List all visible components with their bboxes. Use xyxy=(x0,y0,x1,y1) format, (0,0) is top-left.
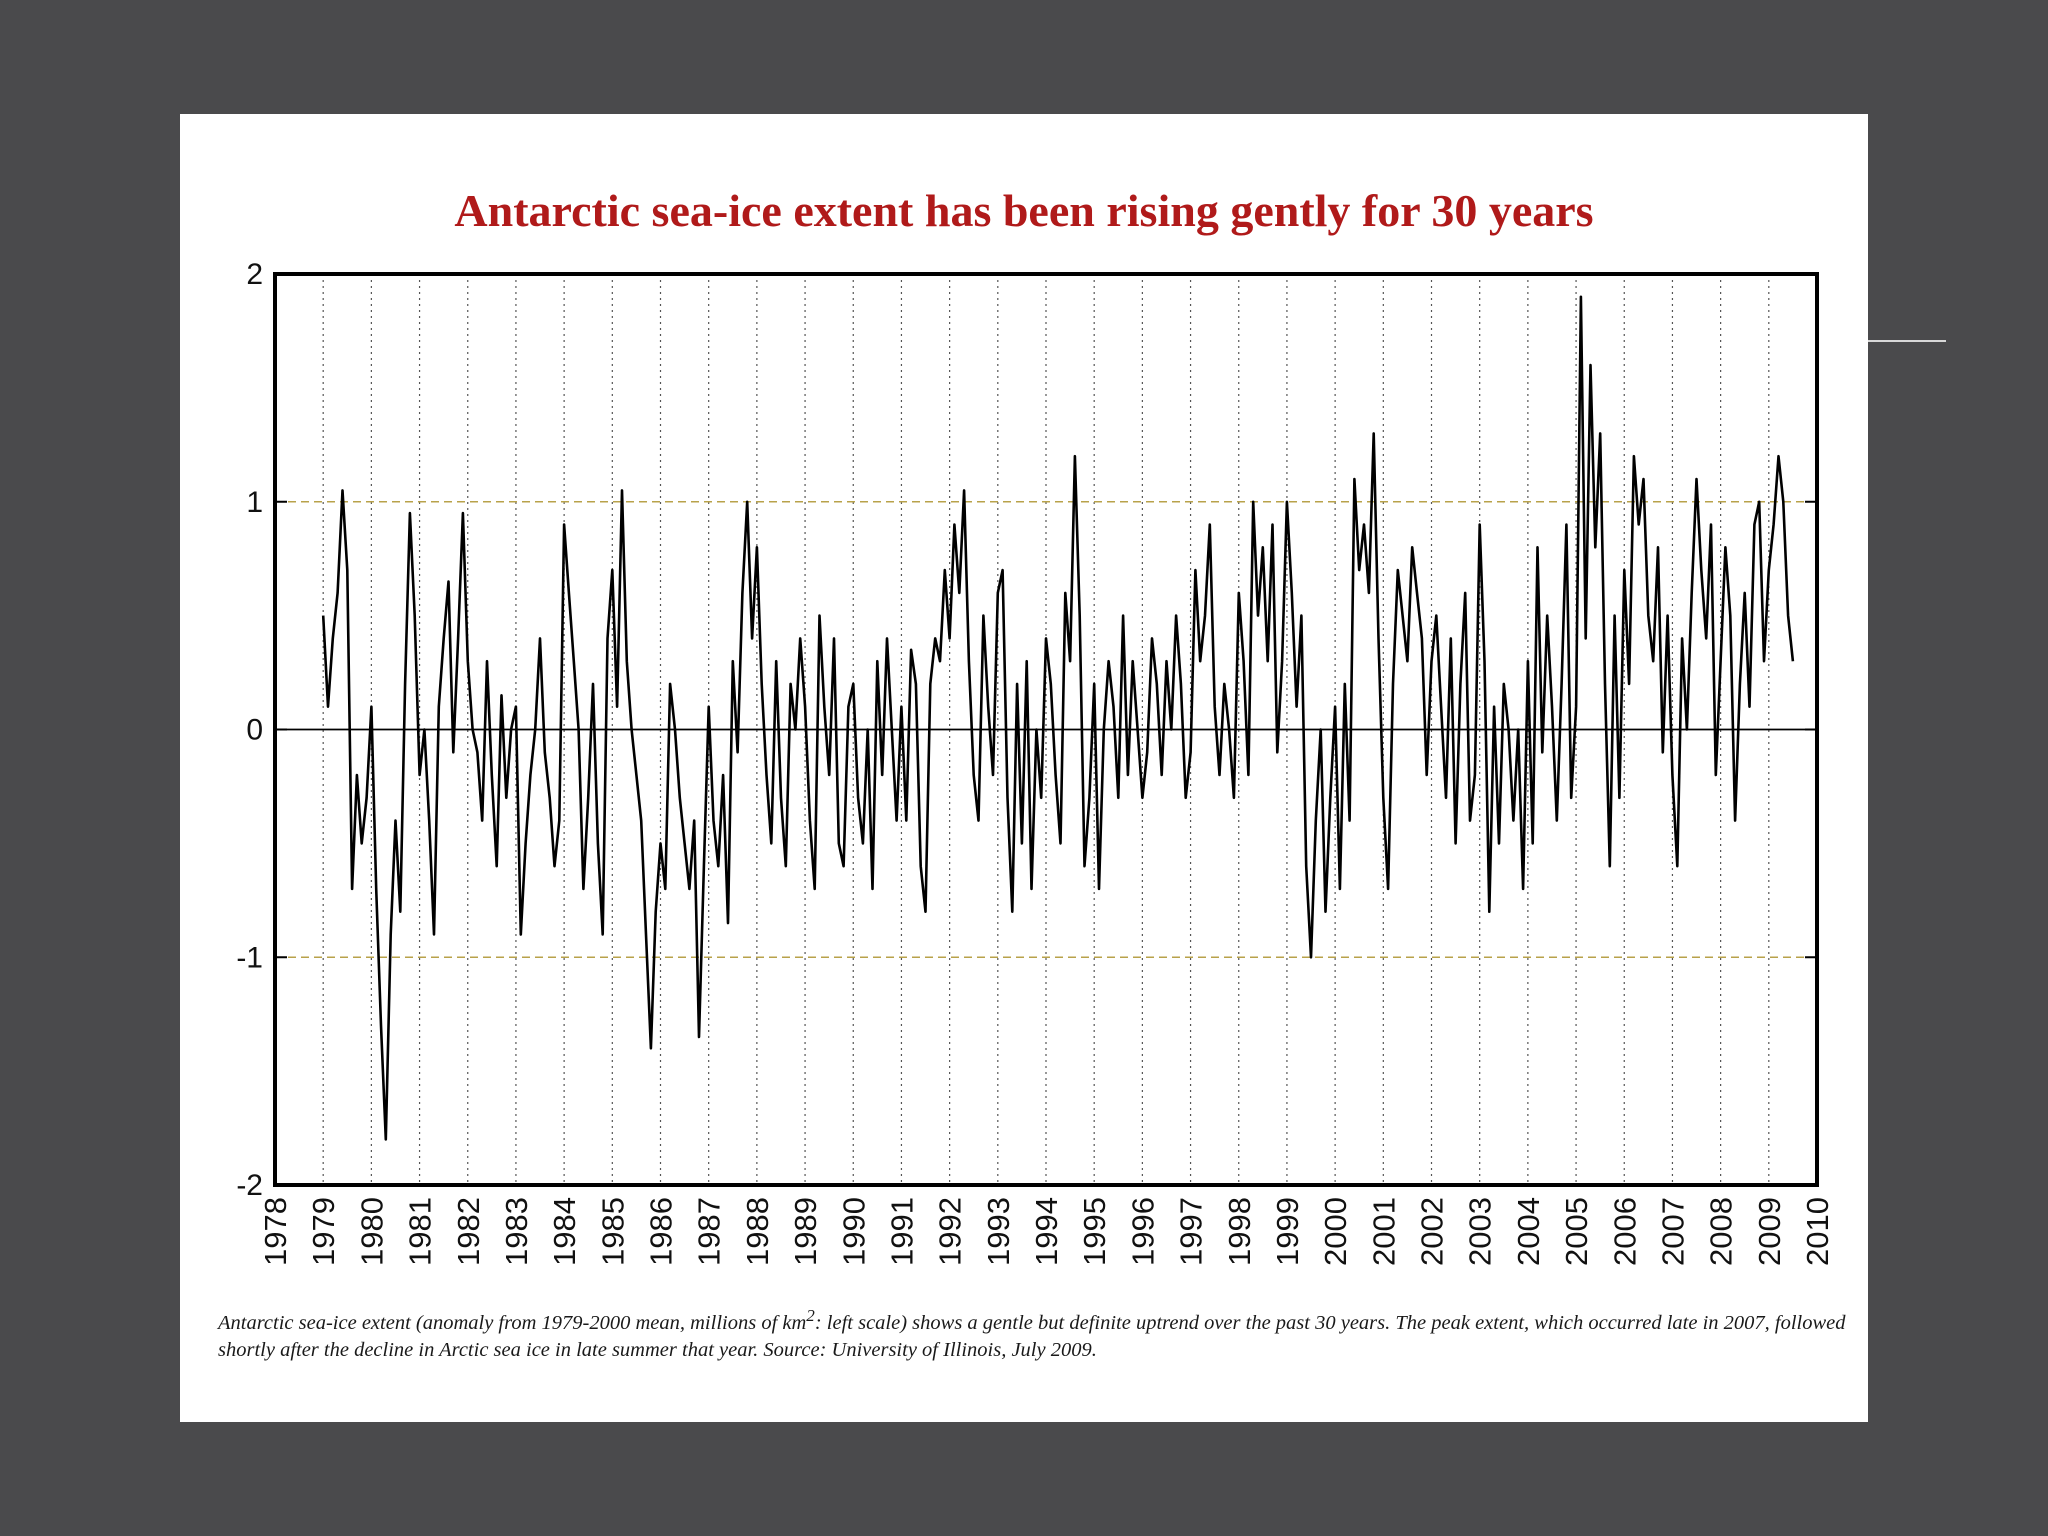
x-tick-label: 1983 xyxy=(499,1197,534,1266)
x-tick-label: 1979 xyxy=(306,1197,341,1266)
slide-accent-line xyxy=(1868,340,1946,342)
x-tick-label: 2010 xyxy=(1800,1197,1835,1266)
y-tick-label: -2 xyxy=(236,1169,263,1202)
x-tick-label: 1989 xyxy=(788,1197,823,1266)
x-tick-label: 1991 xyxy=(884,1197,919,1266)
x-tick-label: 2006 xyxy=(1607,1197,1642,1266)
x-tick-label: 2004 xyxy=(1511,1197,1546,1266)
caption-superscript: 2 xyxy=(806,1306,815,1325)
figure-caption: Antarctic sea-ice extent (anomaly from 1… xyxy=(218,1302,1848,1364)
x-tick-label: 2003 xyxy=(1463,1197,1498,1266)
x-tick-label: 1981 xyxy=(403,1197,438,1266)
x-tick-label: 1986 xyxy=(644,1197,679,1266)
x-tick-label: 1985 xyxy=(595,1197,630,1266)
figure-card: Antarctic sea-ice extent has been rising… xyxy=(180,114,1868,1422)
x-tick-label: 1992 xyxy=(933,1197,968,1266)
x-tick-label: 1988 xyxy=(740,1197,775,1266)
x-tick-label: 1978 xyxy=(258,1197,293,1266)
x-tick-label: 1982 xyxy=(451,1197,486,1266)
x-tick-label: 2000 xyxy=(1318,1197,1353,1266)
caption-text-1: Antarctic sea-ice extent (anomaly from 1… xyxy=(218,1311,807,1334)
x-tick-label: 2005 xyxy=(1559,1197,1594,1266)
x-tick-label: 2008 xyxy=(1704,1197,1739,1266)
x-tick-label: 1998 xyxy=(1222,1197,1257,1266)
y-tick-label: 0 xyxy=(246,714,263,747)
y-tick-label: 2 xyxy=(246,258,263,291)
x-tick-label: 1990 xyxy=(836,1197,871,1266)
y-tick-label: 1 xyxy=(246,486,263,519)
x-tick-label: 1984 xyxy=(547,1197,582,1266)
x-tick-label: 2001 xyxy=(1366,1197,1401,1266)
x-tick-label: 2009 xyxy=(1752,1197,1787,1266)
x-tick-label: 1997 xyxy=(1174,1197,1209,1266)
x-tick-label: 1980 xyxy=(354,1197,389,1266)
x-tick-label: 1994 xyxy=(1029,1197,1064,1266)
x-tick-label: 1999 xyxy=(1270,1197,1305,1266)
x-tick-label: 2007 xyxy=(1655,1197,1690,1266)
x-tick-label: 2002 xyxy=(1415,1197,1450,1266)
caption-text-2: : left scale) shows a gentle but definit… xyxy=(218,1311,1846,1361)
x-tick-label: 1993 xyxy=(981,1197,1016,1266)
x-tick-label: 1995 xyxy=(1077,1197,1112,1266)
chart-title: Antarctic sea-ice extent has been rising… xyxy=(454,185,1594,236)
y-tick-label: -1 xyxy=(236,941,263,974)
series-line xyxy=(321,295,1795,1141)
x-tick-label: 1996 xyxy=(1125,1197,1160,1266)
x-tick-label: 1987 xyxy=(692,1197,727,1266)
